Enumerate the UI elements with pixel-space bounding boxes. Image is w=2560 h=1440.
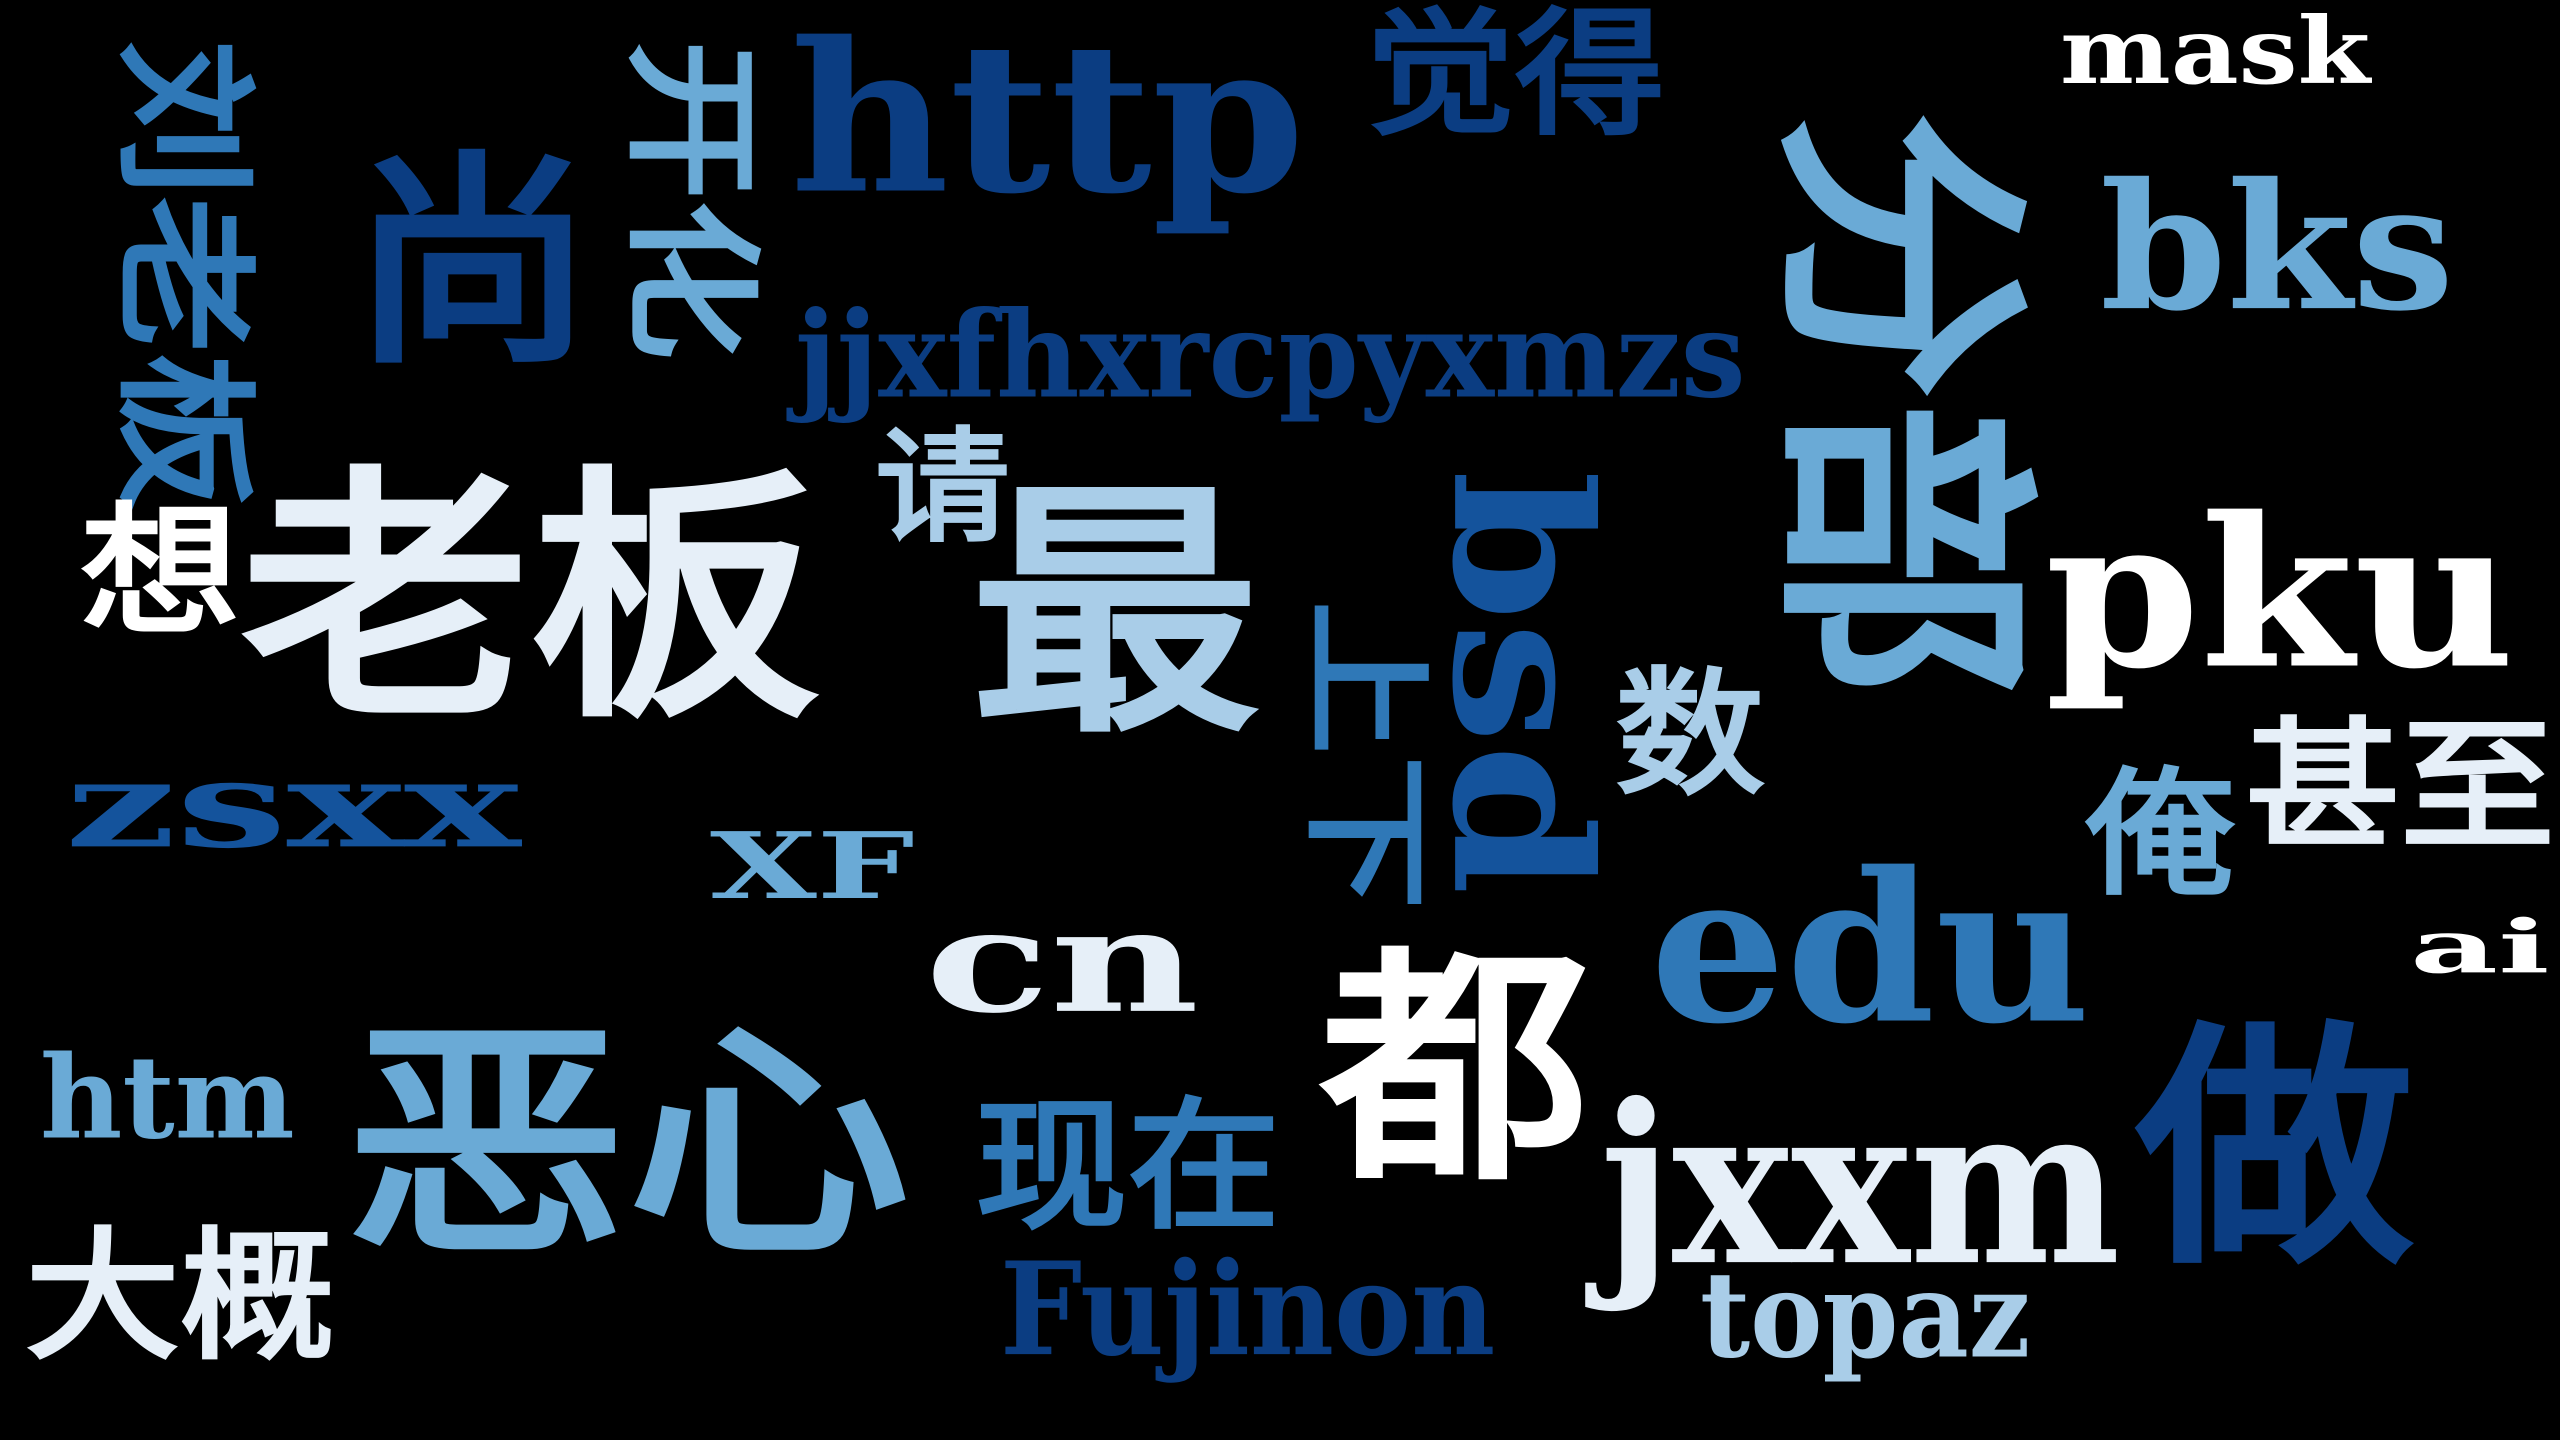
word-dou: 都 — [1320, 922, 1590, 1215]
word-shu: 数 — [1615, 652, 1765, 815]
word-zsxx: zsxx — [65, 734, 521, 875]
word-fen: 分 — [1745, 110, 2054, 400]
word-xianzai: 现在 — [975, 1082, 1280, 1250]
word-bu: 部 — [1745, 400, 2059, 700]
word-fujinon: Fujinon — [1000, 1233, 1496, 1385]
word-http: http — [790, 0, 1306, 241]
word-edu: edu — [1650, 826, 2091, 1070]
word-shangxia: 上下 — [1290, 600, 1442, 910]
word-ai: ai — [2410, 903, 2550, 990]
word-bsd: bsd — [1410, 470, 1632, 896]
word-pku: pku — [2045, 471, 2515, 715]
word-qing: 请 — [875, 413, 1010, 560]
word-shang: 尚 — [350, 129, 595, 396]
word-liu-laoban: 刘老板 — [100, 40, 268, 511]
word-xf: XF — [710, 811, 915, 920]
word-mask: mask — [2060, 0, 2371, 106]
word-jxxm: jxxm — [1600, 1055, 2121, 1315]
word-bks: bks — [2100, 144, 2455, 350]
word-xiang: 想 — [80, 487, 240, 655]
word-cn: cn — [925, 877, 1200, 1045]
word-dagai: 大概 — [25, 1212, 335, 1380]
word-zuo: 做 — [2135, 996, 2415, 1300]
word-an: 俺 — [2085, 752, 2235, 915]
word-htm: htm — [40, 1029, 295, 1165]
word-exin: 恶心 — [345, 997, 910, 1290]
word-kaihua: 开化 — [610, 40, 773, 360]
word-zui: 最 — [970, 456, 1260, 770]
word-laoban: 老板 — [240, 441, 820, 755]
word-juede: 觉得 — [1365, 0, 1665, 155]
word-topaz: topaz — [1700, 1244, 2031, 1385]
word-jjxfhxrcpyxmzs: jjxfhxrcpyxmzs — [795, 284, 1746, 425]
word-shenzhi: 甚至 — [2245, 702, 2555, 870]
